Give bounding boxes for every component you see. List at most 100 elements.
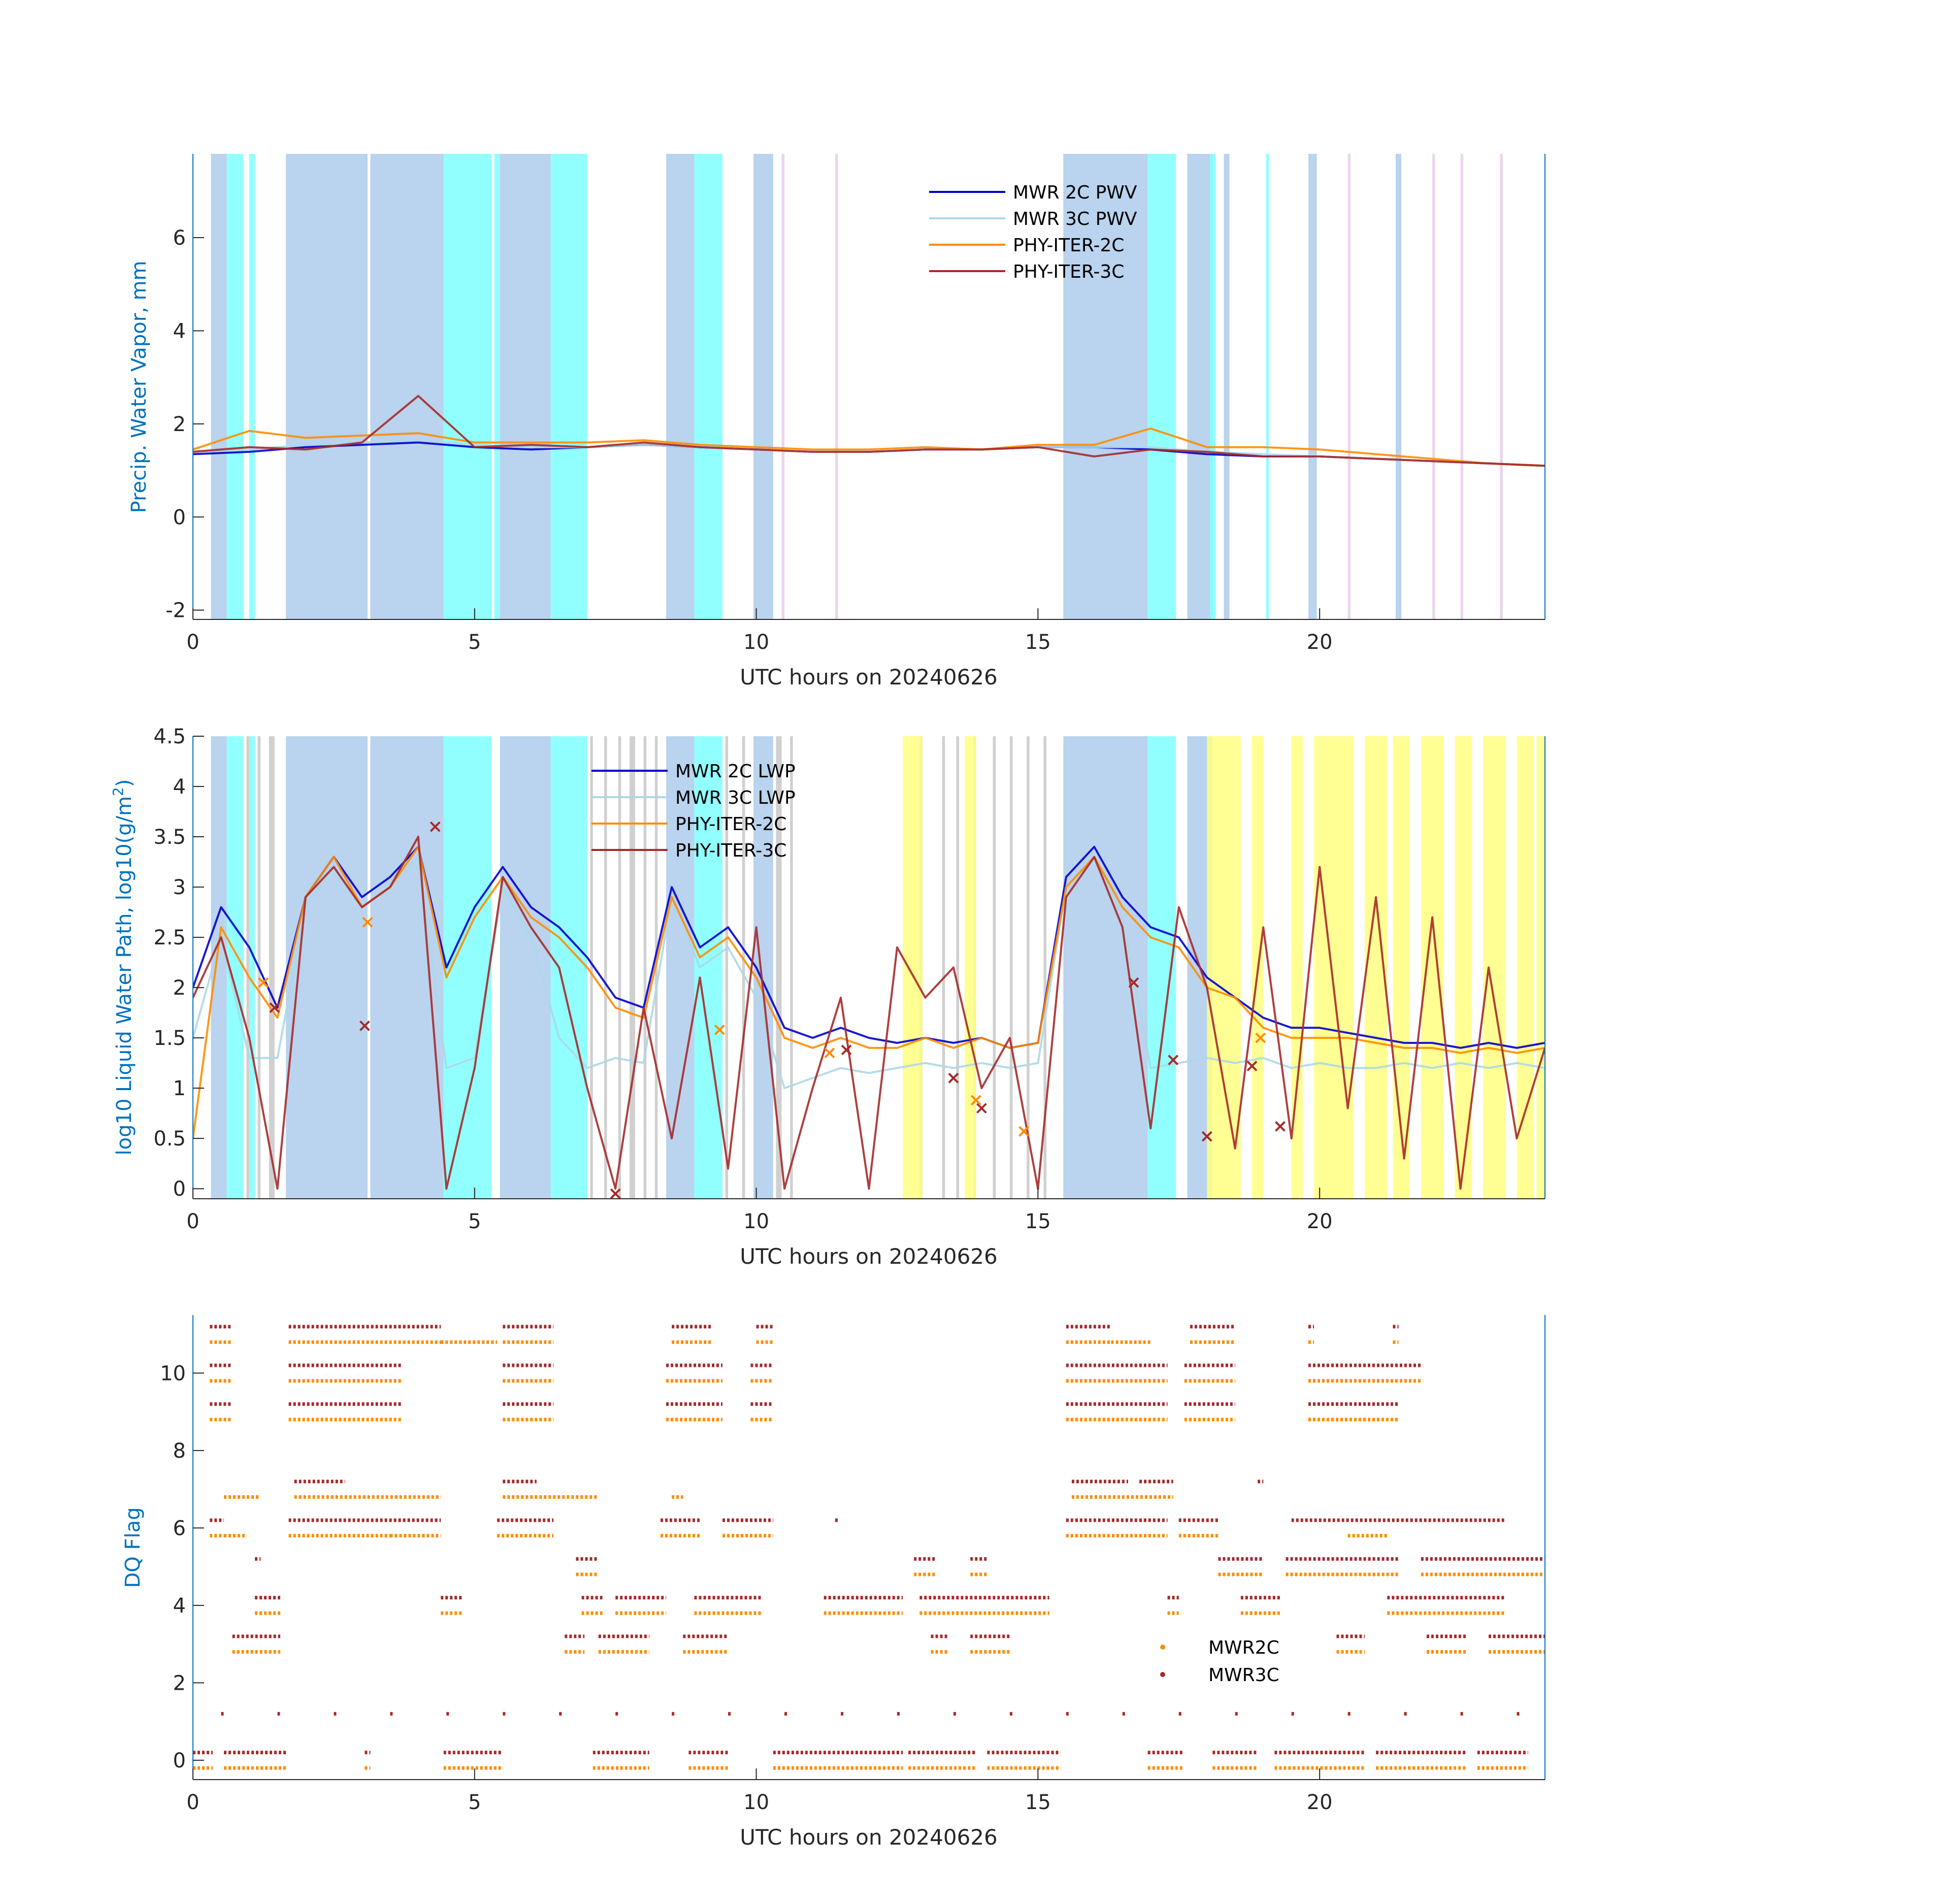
pwv-shade-span bbox=[286, 154, 368, 619]
dq-legend-label: MWR2C bbox=[1208, 1637, 1279, 1658]
lwp-shade-span bbox=[1517, 736, 1534, 1199]
lwp-shade-span bbox=[1314, 736, 1354, 1199]
dq-y-tick-label: 0 bbox=[173, 1749, 186, 1772]
pwv-shade-span bbox=[443, 154, 492, 619]
lwp-shade-span bbox=[500, 736, 551, 1199]
pwv-shade-span bbox=[1147, 154, 1176, 619]
lwp-x-marker bbox=[1246, 1061, 1258, 1071]
lwp-shade-span bbox=[1027, 736, 1030, 1199]
pwv-shade-span bbox=[753, 154, 773, 619]
pwv-shade-span bbox=[249, 154, 255, 619]
lwp-markers bbox=[258, 821, 1286, 1199]
dq-x-tick-label: 20 bbox=[1307, 1791, 1333, 1814]
lwp-x-marker bbox=[714, 1024, 725, 1035]
lwp-shade-span bbox=[618, 736, 621, 1199]
lwp-y-tick-label: 3 bbox=[173, 876, 186, 899]
lwp-shade-span bbox=[956, 736, 960, 1199]
lwp-x-marker bbox=[610, 1188, 621, 1199]
lwp-x-tick-label: 20 bbox=[1307, 1210, 1333, 1233]
dq-series bbox=[193, 1325, 1545, 1770]
lwp-shade-span bbox=[776, 736, 782, 1199]
lwp-series-line-1 bbox=[193, 856, 1545, 1090]
lwp-y-tick-label: 2 bbox=[173, 976, 186, 1000]
lwp-y-tick-label: 0 bbox=[173, 1177, 186, 1201]
lwp-x-marker bbox=[258, 977, 269, 988]
pwv-legend-label: PHY-ITER-3C bbox=[1013, 261, 1124, 282]
dq-x-ticks: 0 5 10 15 20 bbox=[186, 1768, 1333, 1814]
pwv-legend-label: PHY-ITER-2C bbox=[1013, 235, 1124, 256]
lwp-shade-span bbox=[742, 736, 745, 1199]
lwp-shade-span bbox=[629, 736, 636, 1199]
lwp-y-axis-label: log10 Liquid Water Path, log10(g/m2) bbox=[110, 779, 136, 1156]
lwp-legend-label: MWR 2C LWP bbox=[675, 761, 796, 782]
pwv-shade-span bbox=[1432, 154, 1435, 619]
lwp-shade-span bbox=[993, 736, 996, 1199]
lwp-y-tick-label: 2.5 bbox=[153, 926, 186, 949]
lwp-y-label-sup: 2 bbox=[110, 787, 126, 796]
lwp-shade-span bbox=[1455, 736, 1472, 1199]
pwv-shade-span bbox=[1187, 154, 1213, 619]
pwv-shade-span bbox=[694, 154, 723, 619]
lwp-x-tick-label: 15 bbox=[1025, 1210, 1051, 1233]
lwp-x-marker bbox=[970, 1095, 981, 1106]
pwv-x-tick-label: 15 bbox=[1025, 631, 1051, 654]
lwp-y-tick-label: 3.5 bbox=[153, 826, 186, 849]
lwp-x-marker bbox=[1255, 1032, 1266, 1043]
lwp-x-tick-label: 0 bbox=[186, 1210, 199, 1233]
pwv-shade-span bbox=[1460, 154, 1464, 619]
pwv-shade-span bbox=[1224, 154, 1230, 619]
pwv-shade-span bbox=[494, 154, 500, 619]
lwp-series-line-3 bbox=[193, 836, 1545, 1190]
lwp-x-axis-label: UTC hours on 20240626 bbox=[740, 1244, 998, 1269]
pwv-y-ticks: -2 0 2 4 6 bbox=[166, 226, 204, 622]
lwp-shade-span bbox=[1009, 736, 1013, 1199]
lwp-x-marker bbox=[1201, 1131, 1212, 1142]
dq-legend-marker bbox=[1160, 1645, 1165, 1650]
pwv-legend-label: MWR 2C PWV bbox=[1013, 182, 1137, 203]
lwp-legend-label: MWR 3C LWP bbox=[675, 787, 796, 808]
dq-y-tick-label: 2 bbox=[173, 1671, 186, 1695]
lwp-x-marker bbox=[1128, 977, 1139, 988]
lwp-shade-span bbox=[1291, 736, 1303, 1199]
lwp-shade-span bbox=[1043, 736, 1047, 1199]
lwp-x-marker bbox=[1275, 1121, 1286, 1132]
lwp-x-tick-label: 10 bbox=[743, 1210, 769, 1233]
pwv-legend: MWR 2C PWV MWR 3C PWV PHY-ITER-2C PHY-ITER-… bbox=[929, 182, 1137, 282]
lwp-legend-label: PHY-ITER-2C bbox=[675, 814, 786, 835]
lwp-shade-span bbox=[246, 736, 249, 1199]
lwp-x-marker bbox=[359, 1020, 370, 1031]
pwv-x-tick-label: 20 bbox=[1307, 631, 1333, 654]
pwv-shading bbox=[211, 154, 1503, 619]
pwv-x-axis-label: UTC hours on 20240626 bbox=[740, 665, 998, 690]
lwp-shade-span bbox=[604, 736, 607, 1199]
pwv-x-tick-label: 0 bbox=[186, 631, 199, 654]
pwv-shade-span bbox=[666, 154, 695, 619]
lwp-x-marker bbox=[1168, 1055, 1179, 1066]
lwp-shade-span bbox=[370, 736, 444, 1199]
lwp-x-marker bbox=[362, 916, 373, 928]
lwp-legend: MWR 2C LWP MWR 3C LWP PHY-ITER-2C PHY-ITER-… bbox=[591, 761, 796, 861]
lwp-panel: 0 0.5 1 1.5 2 2.5 3 3.5 4 4.5 0 5 10 15 20 log10 Liqu… bbox=[110, 725, 1545, 1269]
dq-x-tick-label: 15 bbox=[1025, 1791, 1051, 1814]
lwp-x-marker bbox=[824, 1047, 835, 1059]
lwp-y-tick-label: 0.5 bbox=[153, 1127, 186, 1151]
lwp-shade-span bbox=[1207, 736, 1241, 1199]
lwp-shade-span bbox=[1483, 736, 1506, 1199]
pwv-y-axis-label: Precip. Water Vapor, mm bbox=[127, 261, 151, 513]
lwp-shade-span bbox=[965, 736, 976, 1199]
lwp-x-marker bbox=[269, 1002, 280, 1013]
lwp-x-ticks: 0 5 10 15 20 bbox=[186, 1188, 1333, 1233]
pwv-shade-span bbox=[500, 154, 551, 619]
lwp-x-marker bbox=[841, 1044, 852, 1056]
pwv-shade-span bbox=[211, 154, 227, 619]
lwp-x-marker bbox=[430, 821, 441, 832]
dq-x-tick-label: 10 bbox=[743, 1791, 769, 1814]
lwp-y-label-end: ) bbox=[113, 779, 136, 787]
dq-x-tick-label: 5 bbox=[468, 1791, 481, 1814]
lwp-shade-span bbox=[790, 736, 793, 1199]
dq-legend-marker bbox=[1160, 1672, 1165, 1677]
pwv-shade-span bbox=[226, 154, 244, 619]
lwp-shade-span bbox=[1421, 736, 1444, 1199]
